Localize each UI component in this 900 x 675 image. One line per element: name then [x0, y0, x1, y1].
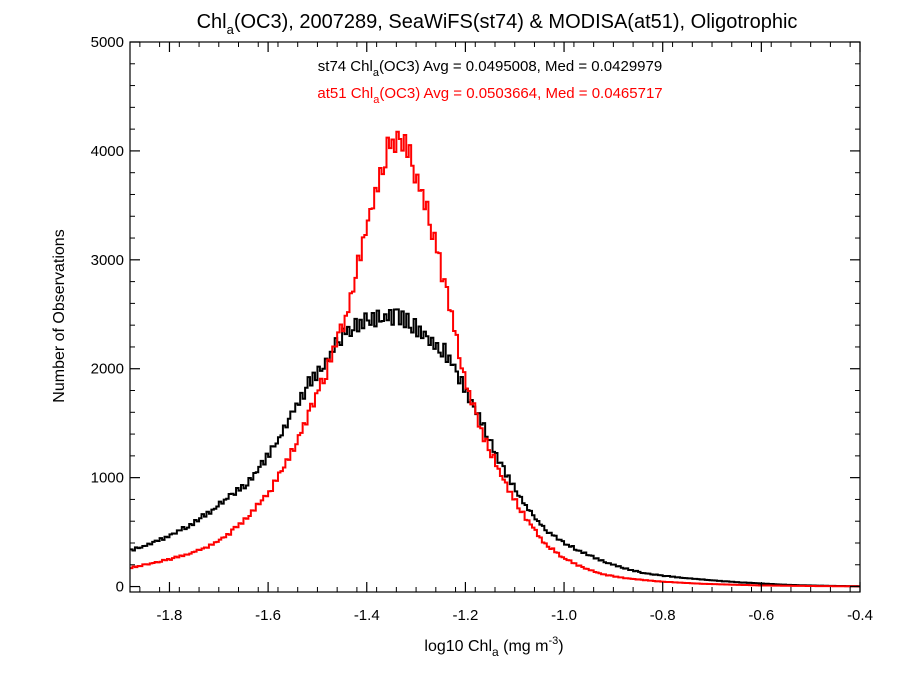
- x-tick-label: -0.8: [650, 607, 676, 624]
- x-tick-label: -1.0: [551, 607, 577, 624]
- series-st74-line: [130, 308, 860, 588]
- x-axis-label: log10 Chla (mg m-3): [424, 635, 563, 659]
- annotation-st74: st74 Chla(OC3) Avg = 0.0495008, Med = 0.…: [318, 58, 662, 79]
- y-axis-label: Number of Observations: [51, 229, 68, 402]
- series-at51-line: [130, 130, 860, 588]
- x-tick-label: -1.6: [255, 607, 281, 624]
- y-tick-label: 2000: [91, 361, 124, 378]
- y-tick-label: 3000: [91, 252, 124, 269]
- x-tick-label: -1.8: [157, 607, 183, 624]
- y-tick-label: 4000: [91, 143, 124, 160]
- x-tick-label: -0.4: [847, 607, 873, 624]
- chart-title: Chla(OC3), 2007289, SeaWiFS(st74) & MODI…: [197, 11, 798, 37]
- y-tick-label: 0: [116, 579, 124, 596]
- x-tick-label: -0.6: [748, 607, 774, 624]
- y-axis-ticks: 0 1000 2000 3000 4000 5000: [91, 34, 860, 596]
- x-tick-label: -1.2: [452, 607, 478, 624]
- annotation-at51: at51 Chla(OC3) Avg = 0.0503664, Med = 0.…: [317, 85, 662, 106]
- plot-frame: [129, 41, 861, 593]
- series-layer: [130, 130, 860, 588]
- plot-area: -1.8 -1.6 -1.4 -1.2 -1.0 -0.8 -0.6 -0.4 0 1000 20…: [91, 34, 873, 624]
- x-tick-label: -1.4: [354, 607, 380, 624]
- x-axis-ticks: -1.8 -1.6 -1.4 -1.2 -1.0 -0.8 -0.6 -0.4: [139, 42, 873, 624]
- y-tick-label: 5000: [91, 34, 124, 51]
- y-tick-label: 1000: [91, 470, 124, 487]
